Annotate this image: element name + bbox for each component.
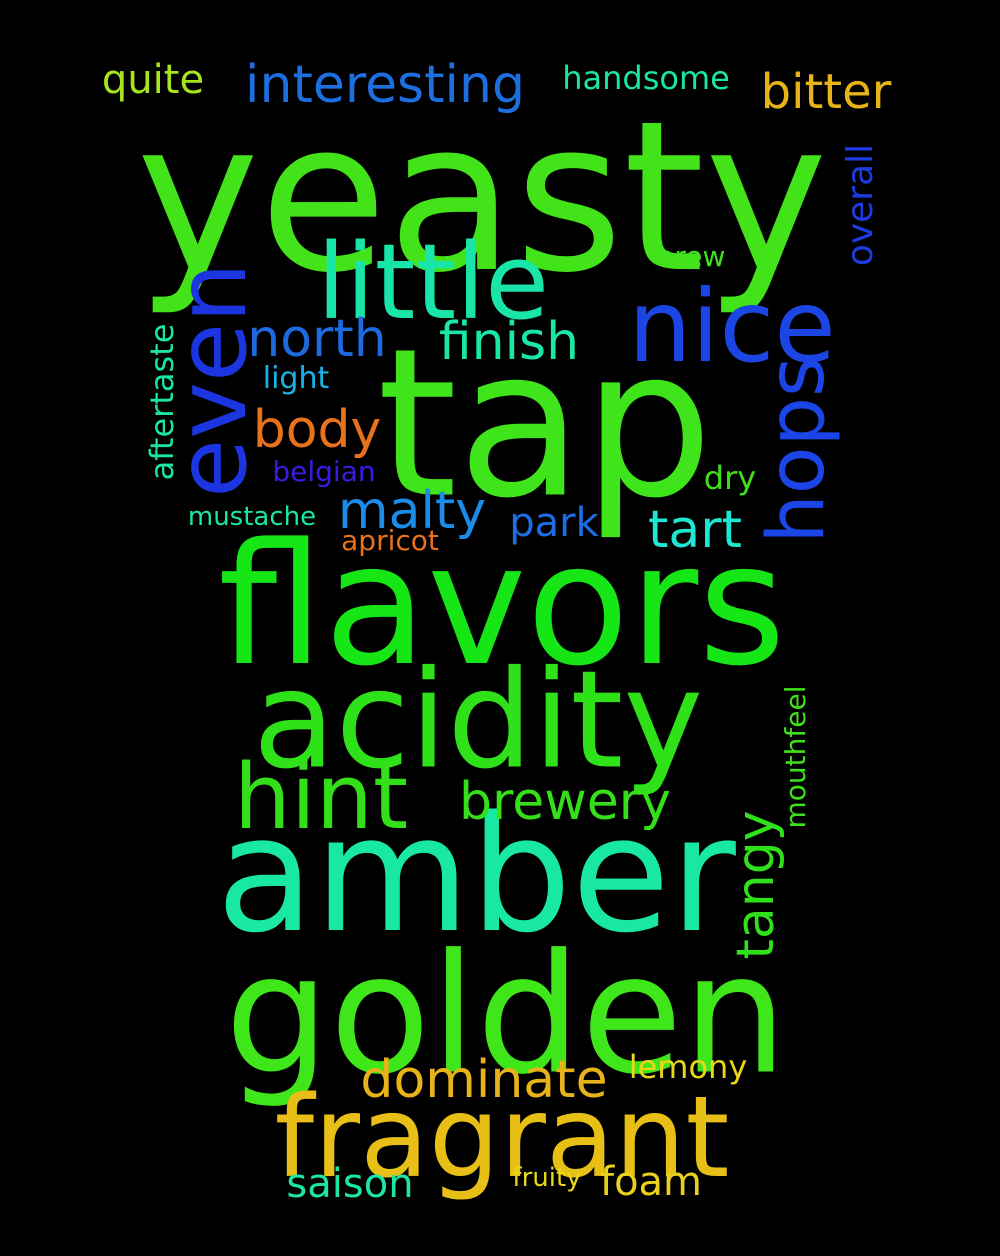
word-mouthfeel: mouthfeel [779, 685, 812, 829]
word-handsome: handsome [562, 59, 730, 97]
word-amber: amber [216, 781, 736, 968]
word-light: light [262, 361, 330, 396]
word-saison: saison [286, 1161, 414, 1207]
word-bitter: bitter [760, 64, 892, 120]
word-finish: finish [438, 312, 580, 372]
word-lemony: lemony [628, 1048, 748, 1086]
word-tangy: tangy [726, 810, 786, 960]
word-golden: golden [224, 918, 788, 1111]
word-overall: overall [840, 143, 881, 267]
word-tart: tart [647, 500, 743, 560]
word-nice: nice [628, 268, 836, 385]
word-yeasty: yeasty [136, 77, 828, 319]
word-belgian: belgian [272, 455, 376, 488]
word-north: north [247, 309, 387, 369]
word-aftertaste: aftertaste [143, 323, 181, 481]
word-brew: brew [656, 240, 726, 273]
word-flavors: flavors [218, 507, 786, 703]
word-apricot: apricot [341, 524, 439, 557]
word-body: body [252, 400, 382, 460]
word-little: little [316, 221, 550, 343]
word-hops: hops [752, 356, 842, 544]
word-acidity: acidity [252, 641, 704, 799]
word-dominate: dominate [360, 1050, 608, 1110]
word-mustache: mustache [187, 502, 317, 532]
word-interesting: interesting [245, 55, 525, 115]
word-malty: malty [337, 481, 487, 541]
word-fragrant: fragrant [274, 1073, 730, 1203]
word-tap: tap [376, 305, 714, 544]
word-fruity: fruity [512, 1163, 582, 1193]
word-foam: foam [599, 1159, 703, 1205]
word-brewery: brewery [459, 772, 671, 832]
word-hint: hint [233, 745, 409, 850]
word-dry: dry [703, 459, 757, 497]
word-quite: quite [101, 57, 205, 103]
word-park: park [509, 500, 599, 546]
